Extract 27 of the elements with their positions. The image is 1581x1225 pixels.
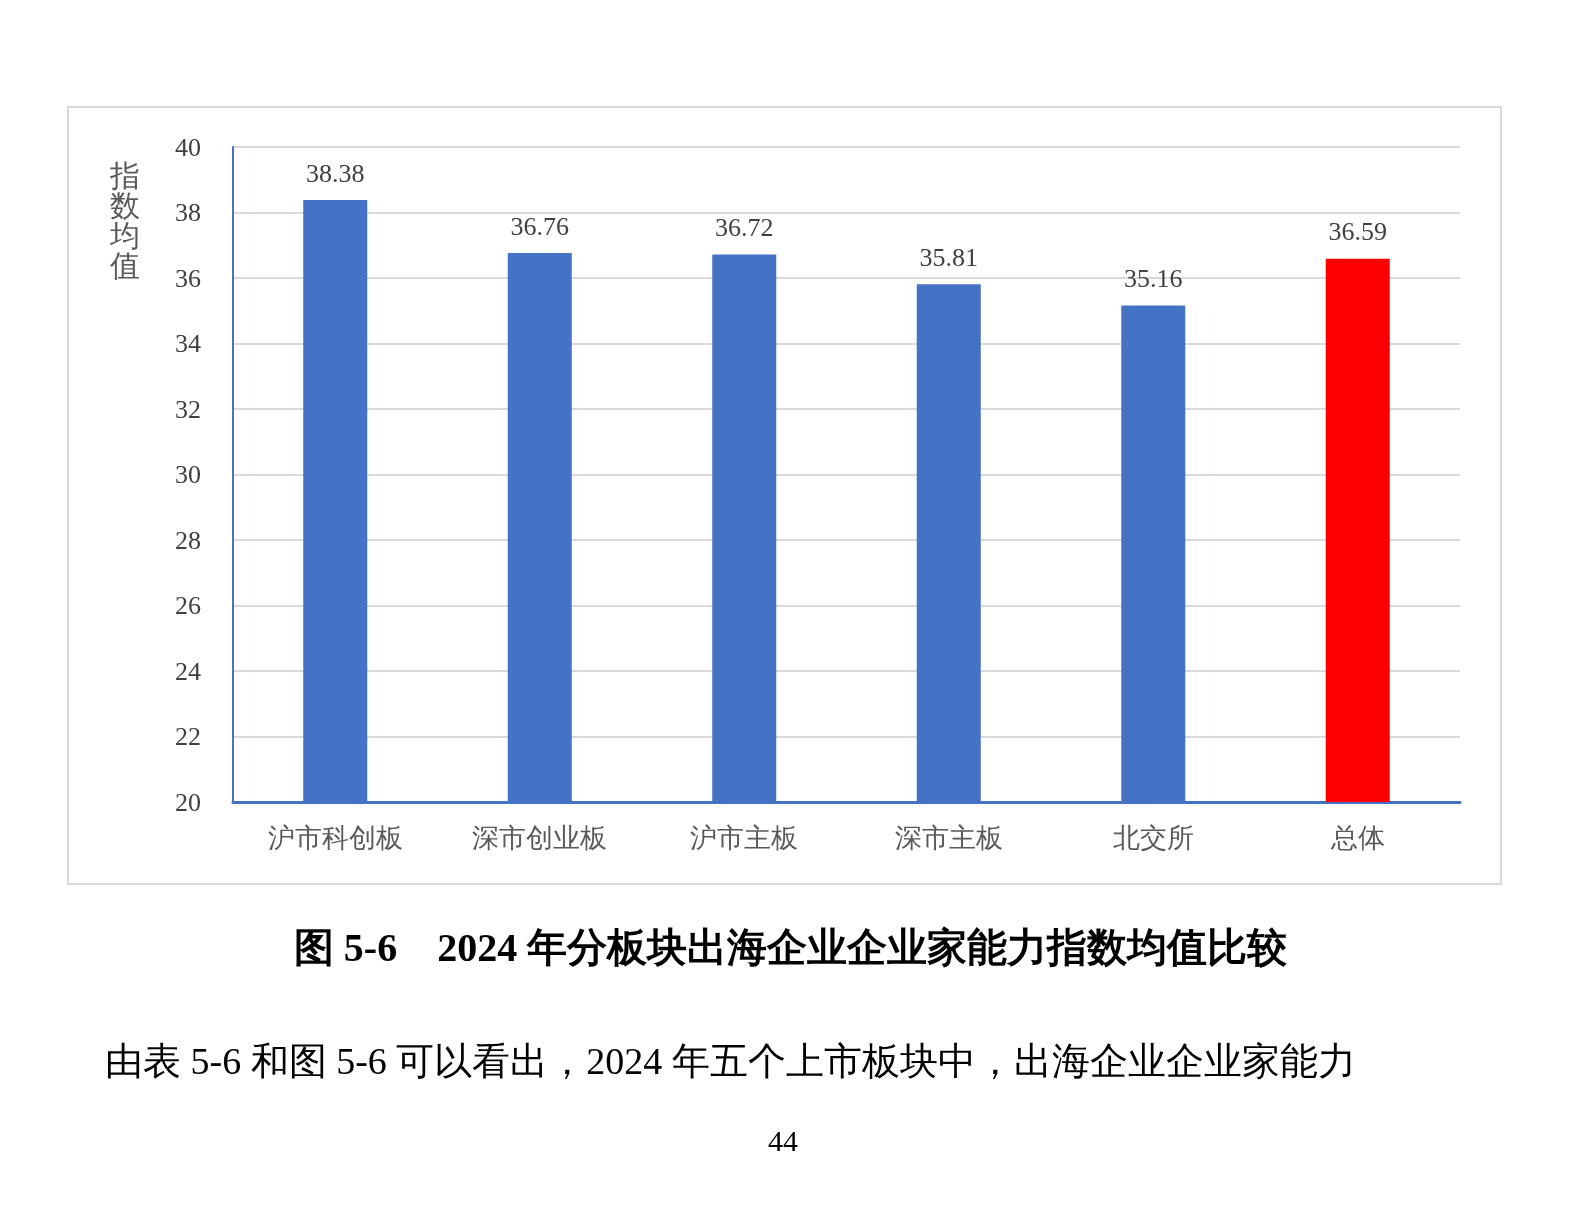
y-tick-label: 32: [175, 394, 201, 424]
x-tick-label: 沪市主板: [690, 822, 799, 853]
y-tick-label: 22: [175, 722, 201, 751]
x-tick-label: 北交所: [1112, 822, 1194, 853]
y-tick-label: 28: [175, 525, 201, 555]
y-tick-label: 30: [175, 460, 201, 489]
data-label: 36.76: [510, 211, 569, 241]
x-tick-label: 深市主板: [894, 822, 1003, 853]
y-tick-label: 38: [175, 198, 201, 227]
y-tick-label: 20: [175, 787, 201, 817]
y-tick-label: 36: [175, 263, 201, 293]
y-tick-label: 34: [175, 329, 201, 358]
x-tick-label: 总体: [1329, 822, 1385, 853]
y-tick-label: 24: [175, 656, 201, 686]
data-label: 38.38: [306, 158, 365, 188]
y-tick-label: 40: [175, 132, 201, 162]
text: 由表 5-6 和图 5-6 可以看出，2024 年五个上市板块中，出海企业企业家能力: [105, 1040, 1356, 1082]
data-label: 35.81: [919, 242, 978, 272]
y-tick-label: 26: [175, 591, 201, 620]
data-label: 36.72: [715, 212, 774, 242]
x-tick-label: 沪市科创板: [267, 822, 403, 853]
text: 44: [768, 1123, 798, 1157]
y-axis-title: 指数均值: [109, 158, 140, 282]
x-tick-label: 深市创业板: [472, 822, 608, 853]
data-label: 36.59: [1328, 217, 1387, 247]
data-label: 35.16: [1124, 264, 1183, 294]
text: 图 5-6 2024 年分板块出海企业企业家能力指数均值比较: [293, 924, 1289, 970]
